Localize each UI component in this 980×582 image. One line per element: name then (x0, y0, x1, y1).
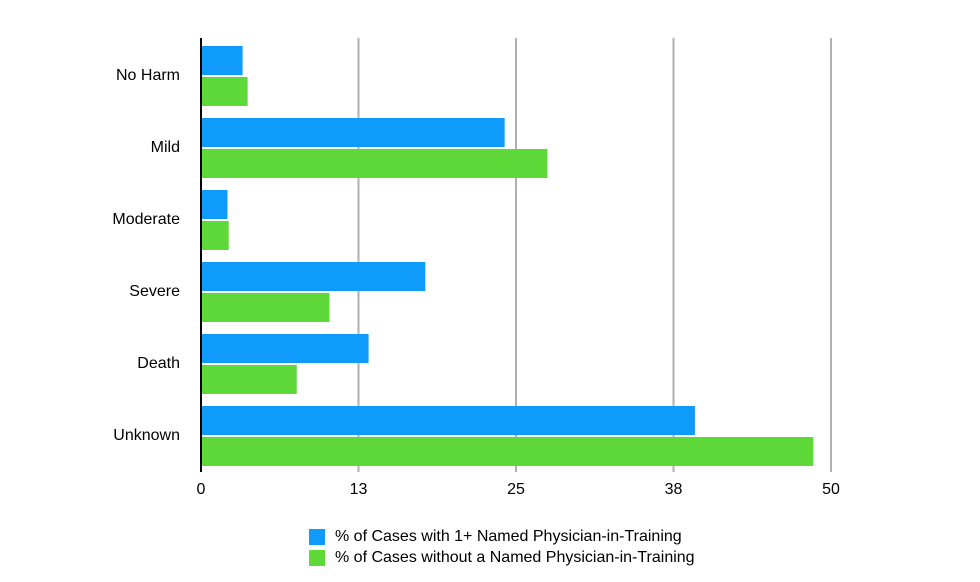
y-tick-label: Death (137, 355, 180, 372)
x-tick-label: 50 (822, 481, 840, 498)
bar (201, 437, 814, 466)
bar (201, 406, 695, 435)
x-tick-label: 0 (197, 481, 206, 498)
x-tick-label: 25 (507, 481, 525, 498)
legend-swatch (309, 550, 325, 566)
bar (201, 262, 426, 291)
y-tick-label: Moderate (112, 211, 180, 228)
bar (201, 365, 297, 394)
bar (201, 334, 369, 363)
bar (201, 46, 243, 75)
x-tick-label: 13 (350, 481, 368, 498)
bar (201, 118, 505, 147)
legend-swatch (309, 529, 325, 545)
y-tick-label: Unknown (113, 427, 180, 444)
y-tick-label: Mild (151, 139, 180, 156)
y-tick-label: No Harm (116, 67, 180, 84)
bar (201, 293, 330, 322)
bar (201, 221, 229, 250)
bar (201, 190, 228, 219)
bar (201, 77, 248, 106)
x-tick-label: 38 (665, 481, 683, 498)
legend-label: % of Cases without a Named Physician-in-… (335, 549, 695, 566)
bar (201, 149, 548, 178)
legend-label: % of Cases with 1+ Named Physician-in-Tr… (335, 528, 682, 545)
y-tick-label: Severe (129, 283, 180, 300)
